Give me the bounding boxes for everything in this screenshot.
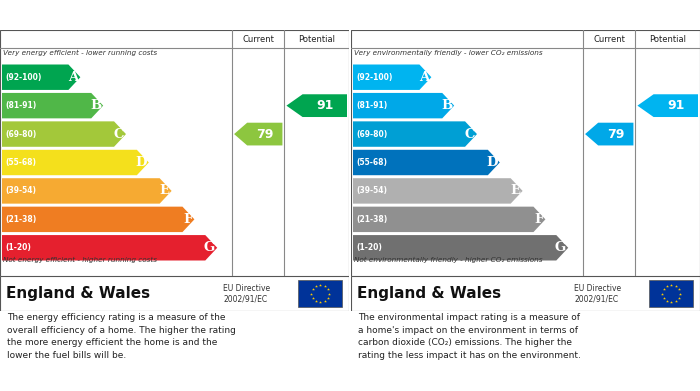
Text: (1-20): (1-20) xyxy=(356,243,382,252)
Text: The environmental impact rating is a measure of
a home's impact on the environme: The environmental impact rating is a mea… xyxy=(358,314,581,360)
Text: B: B xyxy=(90,99,102,112)
Text: C: C xyxy=(465,127,475,141)
Text: D: D xyxy=(486,156,498,169)
Text: A: A xyxy=(68,71,78,84)
Polygon shape xyxy=(2,206,195,232)
Polygon shape xyxy=(638,94,698,117)
Text: G: G xyxy=(204,241,215,254)
Polygon shape xyxy=(2,121,126,147)
Text: E: E xyxy=(510,185,521,197)
Polygon shape xyxy=(353,121,477,147)
Polygon shape xyxy=(353,93,454,118)
Text: (1-20): (1-20) xyxy=(5,243,31,252)
Text: Current: Current xyxy=(594,34,625,43)
Text: 91: 91 xyxy=(316,99,333,112)
Text: Potential: Potential xyxy=(298,34,335,43)
Text: (92-100): (92-100) xyxy=(5,73,41,82)
Text: F: F xyxy=(183,213,193,226)
Text: 79: 79 xyxy=(256,127,274,141)
Polygon shape xyxy=(2,178,172,204)
Text: Very environmentally friendly - lower CO₂ emissions: Very environmentally friendly - lower CO… xyxy=(354,50,542,56)
Text: EU Directive
2002/91/EC: EU Directive 2002/91/EC xyxy=(575,284,622,303)
Text: England & Wales: England & Wales xyxy=(6,286,150,301)
Text: (39-54): (39-54) xyxy=(5,187,36,196)
Text: (55-68): (55-68) xyxy=(5,158,36,167)
Polygon shape xyxy=(585,123,634,145)
Text: D: D xyxy=(135,156,147,169)
Text: A: A xyxy=(419,71,429,84)
Polygon shape xyxy=(2,150,149,175)
Polygon shape xyxy=(353,206,545,232)
Text: Environmental Impact (CO₂) Rating: Environmental Impact (CO₂) Rating xyxy=(356,9,603,22)
Text: G: G xyxy=(555,241,566,254)
Text: (39-54): (39-54) xyxy=(356,187,387,196)
Polygon shape xyxy=(286,94,347,117)
Polygon shape xyxy=(353,65,431,90)
Text: (81-91): (81-91) xyxy=(356,101,387,110)
Text: The energy efficiency rating is a measure of the
overall efficiency of a home. T: The energy efficiency rating is a measur… xyxy=(7,314,236,360)
Polygon shape xyxy=(234,123,282,145)
Polygon shape xyxy=(2,93,103,118)
Text: (55-68): (55-68) xyxy=(356,158,387,167)
Text: Energy Efficiency Rating: Energy Efficiency Rating xyxy=(5,9,178,22)
Text: (21-38): (21-38) xyxy=(356,215,387,224)
Text: (81-91): (81-91) xyxy=(5,101,36,110)
Text: C: C xyxy=(113,127,124,141)
Text: (69-80): (69-80) xyxy=(5,129,36,138)
Polygon shape xyxy=(2,65,80,90)
Text: B: B xyxy=(441,99,452,112)
Polygon shape xyxy=(353,150,500,175)
Text: Very energy efficient - lower running costs: Very energy efficient - lower running co… xyxy=(3,50,157,56)
Text: 91: 91 xyxy=(667,99,685,112)
Text: (21-38): (21-38) xyxy=(5,215,36,224)
Text: E: E xyxy=(160,185,169,197)
Polygon shape xyxy=(353,235,568,260)
Text: England & Wales: England & Wales xyxy=(357,286,501,301)
Text: EU Directive
2002/91/EC: EU Directive 2002/91/EC xyxy=(223,284,270,303)
Text: (69-80): (69-80) xyxy=(356,129,387,138)
Text: Potential: Potential xyxy=(649,34,686,43)
Bar xyxy=(650,280,693,307)
Polygon shape xyxy=(353,178,523,204)
Bar xyxy=(298,280,342,307)
Text: 79: 79 xyxy=(607,127,624,141)
Text: Not environmentally friendly - higher CO₂ emissions: Not environmentally friendly - higher CO… xyxy=(354,257,542,263)
Text: Not energy efficient - higher running costs: Not energy efficient - higher running co… xyxy=(3,257,157,263)
Text: F: F xyxy=(534,213,543,226)
Text: Current: Current xyxy=(242,34,274,43)
Polygon shape xyxy=(2,235,217,260)
Text: (92-100): (92-100) xyxy=(356,73,393,82)
